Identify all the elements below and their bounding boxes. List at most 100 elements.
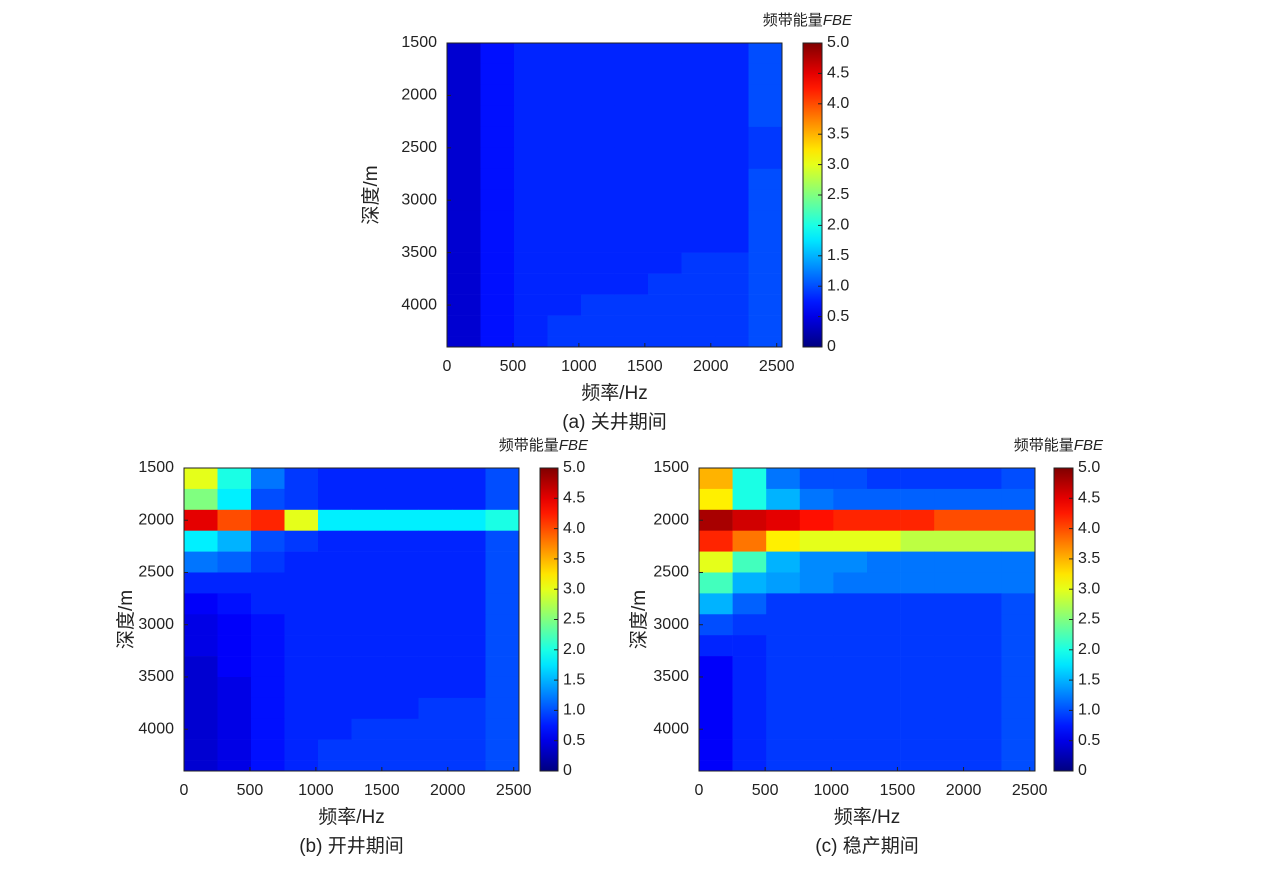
y-tick-label: 2000 [138,511,174,528]
heatmap-cell [799,697,834,720]
heatmap-cell [648,43,682,65]
y-tick-label: 1500 [138,459,174,476]
heatmap-cell [547,252,582,274]
heatmap-cell [547,231,582,253]
heatmap-cell [485,530,519,552]
heatmap-cell [514,147,548,170]
heatmap-cell [351,593,386,615]
heatmap-cell [480,273,515,295]
heatmap-cell [681,84,716,107]
heatmap-cell [251,551,285,573]
heatmap-cell [967,718,1002,740]
heatmap-cell [547,294,582,316]
heatmap-cell [799,530,834,552]
heatmap-cell [351,614,386,636]
heatmap-cell [581,336,615,347]
heatmap-cell [934,468,969,490]
heatmap-cell [732,614,767,636]
heatmap-cell [934,739,969,761]
heatmap-cell [732,739,767,761]
heatmap-cell [766,509,801,531]
heatmap-cell [867,739,901,761]
heatmap-cell [934,614,969,636]
heatmap-cell [184,718,218,740]
heatmap-cell [681,147,716,170]
colorbar-title: 频带能量FBE [1014,437,1104,454]
heatmap [184,468,519,771]
heatmap-cell [715,336,749,347]
heatmap-cell [967,593,1002,615]
heatmap-cell [418,530,453,552]
heatmap-cell [547,315,582,337]
heatmap-cell [385,488,419,511]
heatmap-cell [184,760,218,771]
heatmap-cell [648,126,682,149]
heatmap-cell [766,551,801,573]
heatmap-cell [485,760,519,771]
heatmap-cell [967,509,1002,531]
heatmap-cell [867,509,901,531]
heatmap-cell [748,294,782,316]
heatmap-cell [452,551,486,573]
heatmap-cell [351,718,386,740]
heatmap-cell [900,593,935,615]
heatmap-cell [833,488,868,511]
heatmap-cell [184,676,218,699]
x-tick-label: 1500 [627,358,663,375]
heatmap-cell [351,697,386,720]
heatmap-cell [748,336,782,347]
heatmap-cell [967,572,1002,594]
y-axis-label: 深度/m [628,590,650,649]
heatmap-cell [184,572,218,594]
heatmap-cell [934,676,969,699]
heatmap-cell [485,572,519,594]
y-tick-label: 2000 [401,87,437,104]
heatmap-cell [648,84,682,107]
heatmap-cell [547,210,582,232]
heatmap-cell [284,718,319,740]
colorbar-tick-label: 1.0 [563,702,585,719]
heatmap-cell [284,676,319,699]
heatmap-cell [648,105,682,128]
heatmap-cell [867,676,901,699]
heatmap-cell [351,488,386,511]
heatmap-cell [251,468,285,490]
y-tick-label: 2500 [653,564,689,581]
heatmap-cell [715,43,749,65]
heatmap-cell [480,315,515,337]
heatmap-cell [748,315,782,337]
heatmap-cell [799,656,834,678]
heatmap-cell [217,551,252,573]
heatmap-cell [648,147,682,170]
heatmap-cell [748,84,782,107]
colorbar-tick-label: 2.0 [563,641,585,658]
heatmap-cell [318,468,352,490]
colorbar-tick-label: 1.5 [1078,671,1100,688]
heatmap-cell [699,488,733,511]
heatmap-cell [485,593,519,615]
heatmap-cell [732,635,767,657]
heatmap-cell [447,231,481,253]
colorbar-tick-label: 4.0 [1078,520,1100,537]
heatmap-cell [648,315,682,337]
heatmap-cell [485,718,519,740]
heatmap-cell [284,697,319,720]
heatmap-cell [547,84,582,107]
heatmap-cell [699,676,733,699]
heatmap-cell [867,551,901,573]
heatmap-cell [833,530,868,552]
heatmap-cell [447,147,481,170]
heatmap-cell [447,336,481,347]
heatmap-cell [485,656,519,678]
heatmap-cell [1001,676,1035,699]
heatmap-cell [614,336,649,347]
colorbar-tick-label: 0 [563,762,572,779]
heatmap-cell [480,231,515,253]
heatmap-cell [318,572,352,594]
heatmap-cell [766,718,801,740]
y-tick-label: 3000 [653,616,689,633]
heatmap-cell [748,43,782,65]
heatmap-cell [385,509,419,531]
heatmap-cell [251,739,285,761]
heatmap-cell [351,468,386,490]
